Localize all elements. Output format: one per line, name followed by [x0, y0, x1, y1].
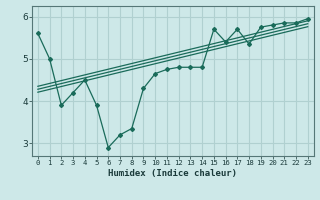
X-axis label: Humidex (Indice chaleur): Humidex (Indice chaleur) — [108, 169, 237, 178]
